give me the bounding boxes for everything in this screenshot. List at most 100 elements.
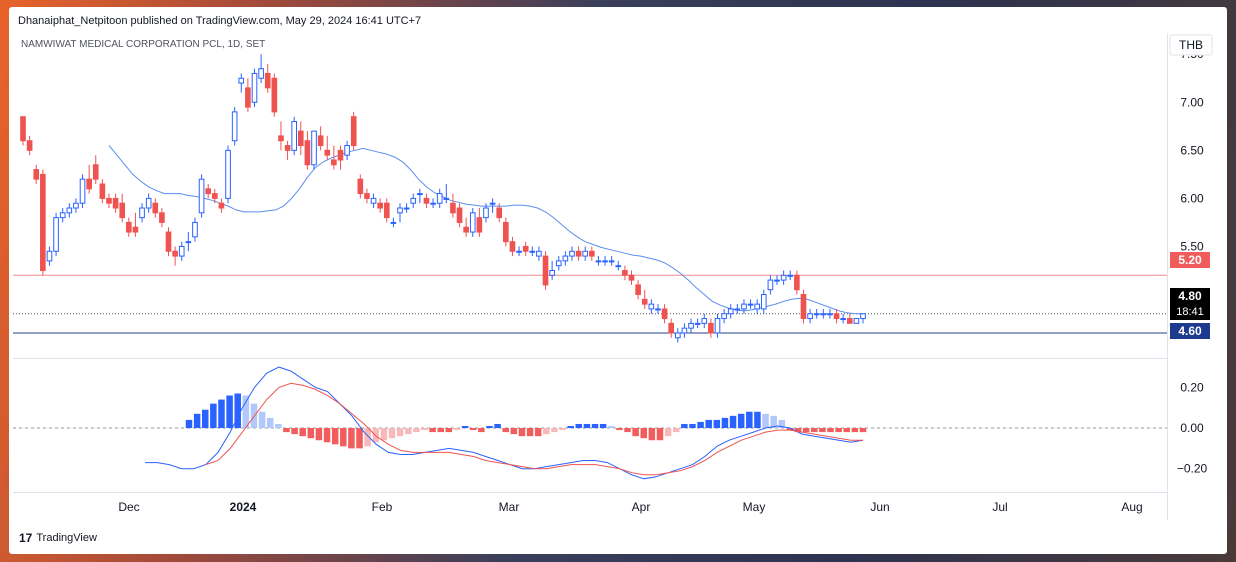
macd-histogram-bar xyxy=(380,428,388,441)
chart-canvas[interactable]: NAMWIWAT MEDICAL CORPORATION PCL, 1D, SE… xyxy=(9,7,1227,554)
candle xyxy=(694,318,701,329)
macd-histogram-bar xyxy=(445,428,453,433)
macd-line xyxy=(145,366,864,480)
candle-body xyxy=(476,217,483,233)
candle xyxy=(833,308,840,324)
time-tick-label: Mar xyxy=(499,500,520,514)
candle-body xyxy=(846,318,853,324)
macd-histogram-bar xyxy=(811,428,818,433)
macd-histogram-bar xyxy=(534,428,542,437)
candle xyxy=(231,107,238,146)
candle xyxy=(760,289,767,314)
macd-histogram-bar xyxy=(632,428,639,437)
currency-button[interactable]: THB xyxy=(1169,34,1213,56)
macd-histogram-bar xyxy=(486,426,493,429)
candle-body xyxy=(258,68,264,79)
candle xyxy=(774,275,780,285)
resistance-price-text: 5.20 xyxy=(1178,253,1202,267)
candle-body xyxy=(59,212,66,219)
candle-body xyxy=(840,318,846,321)
candle-body xyxy=(370,197,377,204)
candle-body xyxy=(701,318,708,324)
candle xyxy=(536,246,542,261)
candle-body xyxy=(708,322,714,334)
candle-body xyxy=(833,313,840,320)
tradingview-mark-icon: 17 xyxy=(19,531,33,545)
candle-body xyxy=(774,279,780,282)
macd-histogram-bar xyxy=(299,428,306,437)
candle-body xyxy=(92,164,99,180)
tradingview-logo[interactable]: 17 TradingView xyxy=(19,531,97,545)
candle-body xyxy=(582,250,589,257)
macd-histogram-bar xyxy=(218,399,225,429)
candle-body xyxy=(496,207,503,219)
candle xyxy=(681,323,688,338)
candle-body xyxy=(317,135,324,147)
candle-body xyxy=(278,135,284,142)
macd-histogram-bar xyxy=(210,403,217,429)
candle xyxy=(344,140,350,160)
support-price-label: 4.60 xyxy=(1170,323,1210,339)
macd-histogram-bar xyxy=(388,428,396,439)
candle-body xyxy=(304,140,311,166)
macd-histogram-bar xyxy=(672,428,680,433)
candle-body xyxy=(20,116,26,142)
candle-body xyxy=(410,197,417,204)
candle xyxy=(258,54,264,84)
candle xyxy=(79,174,86,209)
candle-body xyxy=(165,231,172,252)
macd-histogram-bar xyxy=(794,428,802,433)
candle-body xyxy=(397,207,403,214)
candle-body xyxy=(73,202,79,209)
candle-body xyxy=(33,169,40,180)
macd-histogram xyxy=(185,393,867,449)
candle xyxy=(53,212,59,257)
candle-body xyxy=(734,308,741,311)
candle-body xyxy=(608,260,615,263)
candle-body xyxy=(807,313,813,320)
candle xyxy=(582,246,589,261)
candle xyxy=(476,208,483,237)
candle xyxy=(251,68,258,108)
candle xyxy=(350,111,357,151)
candle xyxy=(139,203,145,223)
candle-body xyxy=(503,221,509,243)
candle xyxy=(635,280,641,300)
candle-body xyxy=(463,226,469,233)
candlestick-series xyxy=(20,54,866,343)
candle xyxy=(562,251,569,266)
macd-histogram-bar xyxy=(226,395,233,429)
price-tick-label: 5.50 xyxy=(1180,239,1204,253)
candle-body xyxy=(185,241,192,244)
candle-body xyxy=(324,149,331,156)
main-pane[interactable] xyxy=(13,33,1167,359)
candle xyxy=(529,246,536,257)
macd-histogram-bar xyxy=(405,428,412,435)
candle-body xyxy=(205,188,212,195)
macd-histogram-bar xyxy=(819,428,826,433)
candle-body xyxy=(648,303,655,310)
macd-histogram-bar xyxy=(396,428,404,437)
candle-body xyxy=(198,178,205,214)
horizontal-levels xyxy=(13,274,1167,334)
candle-body xyxy=(688,322,694,329)
time-tick-label: Jun xyxy=(870,500,889,514)
macd-histogram-bar xyxy=(608,426,615,429)
candle xyxy=(218,198,225,213)
candle-body xyxy=(99,183,106,199)
macd-histogram-bar xyxy=(827,428,834,433)
candle xyxy=(509,236,516,257)
candle xyxy=(589,246,595,261)
candle-body xyxy=(172,250,178,257)
candle xyxy=(331,145,337,170)
candle-body xyxy=(813,313,820,316)
candle xyxy=(40,169,46,276)
candle-body xyxy=(112,197,119,209)
macd-histogram-bar xyxy=(356,428,363,449)
candle-body xyxy=(727,308,734,315)
candle-body xyxy=(714,318,721,334)
candle xyxy=(132,212,139,237)
candle-body xyxy=(364,193,370,199)
macd-histogram-bar xyxy=(575,423,583,429)
macd-histogram-bar xyxy=(851,428,859,433)
